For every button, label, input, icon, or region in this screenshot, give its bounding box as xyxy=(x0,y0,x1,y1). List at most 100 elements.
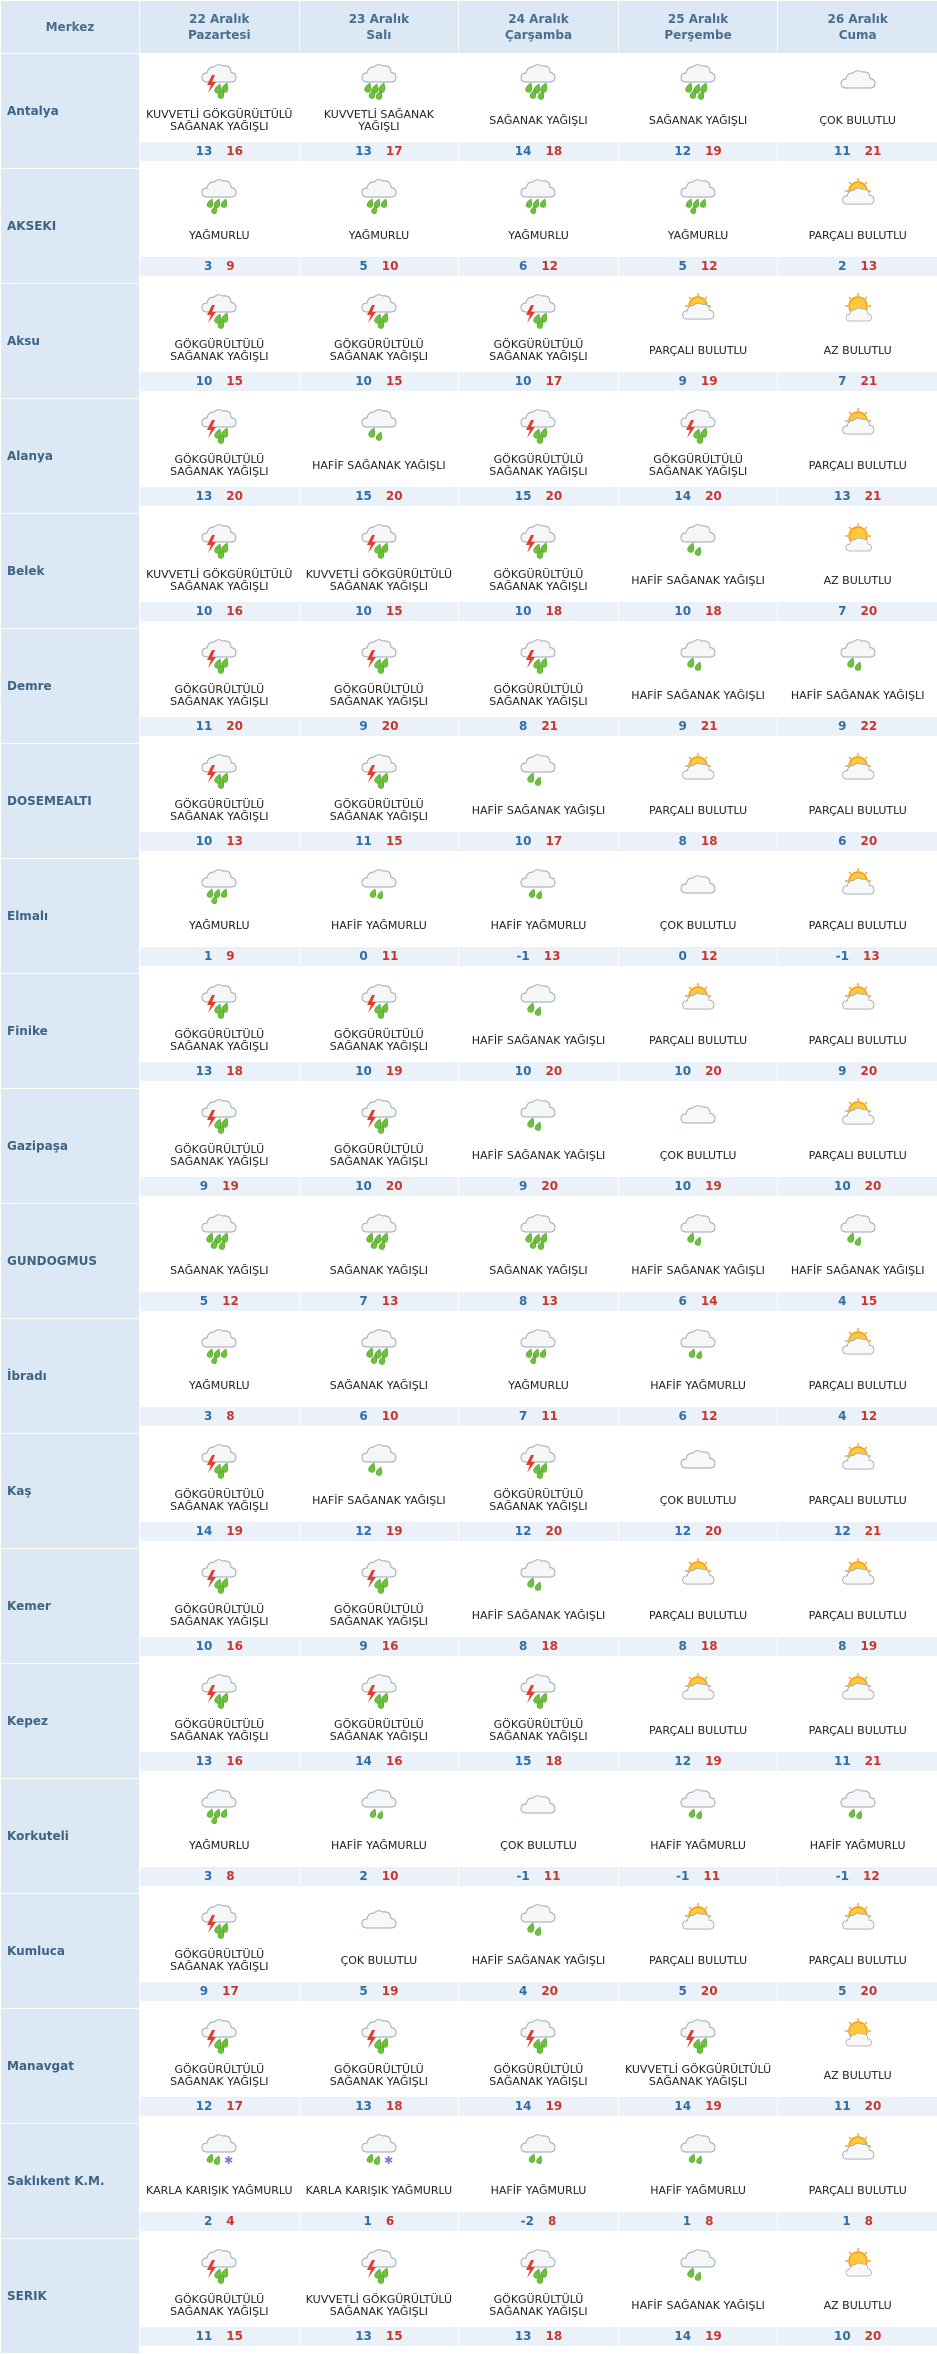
max-temperature: 4 xyxy=(226,2214,234,2228)
thunder-icon xyxy=(198,403,240,445)
location-name[interactable]: Kepez xyxy=(1,1664,140,1779)
min-temperature: 4 xyxy=(838,1409,846,1423)
min-temperature: 13 xyxy=(515,2329,532,2343)
min-temperature: 9 xyxy=(679,719,687,733)
max-temperature: 11 xyxy=(544,1869,561,1883)
partly-icon xyxy=(677,978,719,1020)
thunder-icon xyxy=(198,1093,240,1135)
weather-description: SAĞANAK YAĞIŞLI xyxy=(164,1250,274,1292)
min-temperature: 11 xyxy=(834,2099,851,2113)
location-name[interactable]: Alanya xyxy=(1,399,140,514)
min-temperature: 5 xyxy=(200,1294,208,1308)
location-name[interactable]: Belek xyxy=(1,514,140,629)
location-name[interactable]: GUNDOGMUS xyxy=(1,1204,140,1319)
weather-description: PARÇALI BULUTLU xyxy=(803,905,913,947)
weather-description: HAFİF YAĞMURLU xyxy=(325,905,433,947)
row-spacer xyxy=(619,2231,778,2238)
min-temperature: 5 xyxy=(679,259,687,273)
weather-description: ÇOK BULUTLU xyxy=(654,1135,743,1177)
weather-description: GÖKGÜRÜLTÜLÜ SAĞANAK YAĞIŞLI xyxy=(300,1595,459,1637)
max-temperature: 16 xyxy=(226,604,243,618)
weather-description: GÖKGÜRÜLTÜLÜ SAĞANAK YAĞIŞLI xyxy=(140,2055,299,2097)
min-temperature: -2 xyxy=(521,2214,534,2228)
sunny-icon xyxy=(837,2243,879,2285)
location-name[interactable]: Manavgat xyxy=(1,2009,140,2124)
location-name[interactable]: Elmalı xyxy=(1,859,140,974)
partly-icon xyxy=(837,748,879,790)
cloudy-icon xyxy=(677,863,719,905)
min-temperature: 3 xyxy=(204,1869,212,1883)
row-spacer xyxy=(619,1426,778,1433)
location-name[interactable]: Kemer xyxy=(1,1549,140,1664)
min-temperature: 12 xyxy=(674,144,691,158)
max-temperature: 20 xyxy=(861,834,878,848)
location-name[interactable]: Demre xyxy=(1,629,140,744)
cloudy-icon xyxy=(677,1438,719,1480)
location-name[interactable]: Kumluca xyxy=(1,1894,140,2009)
location-name[interactable]: AKSEKI xyxy=(1,169,140,284)
weather-description: GÖKGÜRÜLTÜLÜ SAĞANAK YAĞIŞLI xyxy=(300,1020,459,1062)
min-temperature: 6 xyxy=(679,1409,687,1423)
max-temperature: 19 xyxy=(705,2329,722,2343)
row-spacer xyxy=(300,1541,459,1548)
weather-description: YAĞMURLU xyxy=(183,905,256,947)
weather-description: PARÇALI BULUTLU xyxy=(803,1365,913,1407)
location-name[interactable]: Saklıkent K.M. xyxy=(1,2124,140,2239)
thunder-icon xyxy=(517,288,559,330)
min-temperature: 15 xyxy=(515,1754,532,1768)
min-temperature: 13 xyxy=(355,144,372,158)
row-spacer xyxy=(140,966,299,973)
min-temperature: 10 xyxy=(674,1064,691,1078)
location-name[interactable]: Gazipaşa xyxy=(1,1089,140,1204)
row-spacer xyxy=(778,2346,937,2353)
row-spacer xyxy=(140,1311,299,1318)
max-temperature: 11 xyxy=(382,949,399,963)
location-name[interactable]: SERIK xyxy=(1,2239,140,2354)
location-name[interactable]: DOSEMEALTI xyxy=(1,744,140,859)
location-name[interactable]: Korkuteli xyxy=(1,1779,140,1894)
thunder-icon xyxy=(517,1438,559,1480)
location-name[interactable]: Aksu xyxy=(1,284,140,399)
max-temperature: 19 xyxy=(861,1639,878,1653)
thunder-icon xyxy=(517,1668,559,1710)
weather-description: GÖKGÜRÜLTÜLÜ SAĞANAK YAĞIŞLI xyxy=(140,1595,299,1637)
cloudy-icon xyxy=(517,1783,559,1825)
max-temperature: 20 xyxy=(705,1524,722,1538)
rain-icon xyxy=(517,1323,559,1365)
location-name[interactable]: Antalya xyxy=(1,54,140,169)
location-name[interactable]: İbradı xyxy=(1,1319,140,1434)
weather-description: PARÇALI BULUTLU xyxy=(803,1595,913,1637)
row-spacer xyxy=(619,851,778,858)
max-temperature: 18 xyxy=(386,2099,403,2113)
location-name[interactable]: Kaş xyxy=(1,1434,140,1549)
location-name[interactable]: Finike xyxy=(1,974,140,1089)
max-temperature: 19 xyxy=(382,1984,399,1998)
weather-description: GÖKGÜRÜLTÜLÜ SAĞANAK YAĞIŞLI xyxy=(300,675,459,717)
max-temperature: 20 xyxy=(382,719,399,733)
min-temperature: 13 xyxy=(196,489,213,503)
